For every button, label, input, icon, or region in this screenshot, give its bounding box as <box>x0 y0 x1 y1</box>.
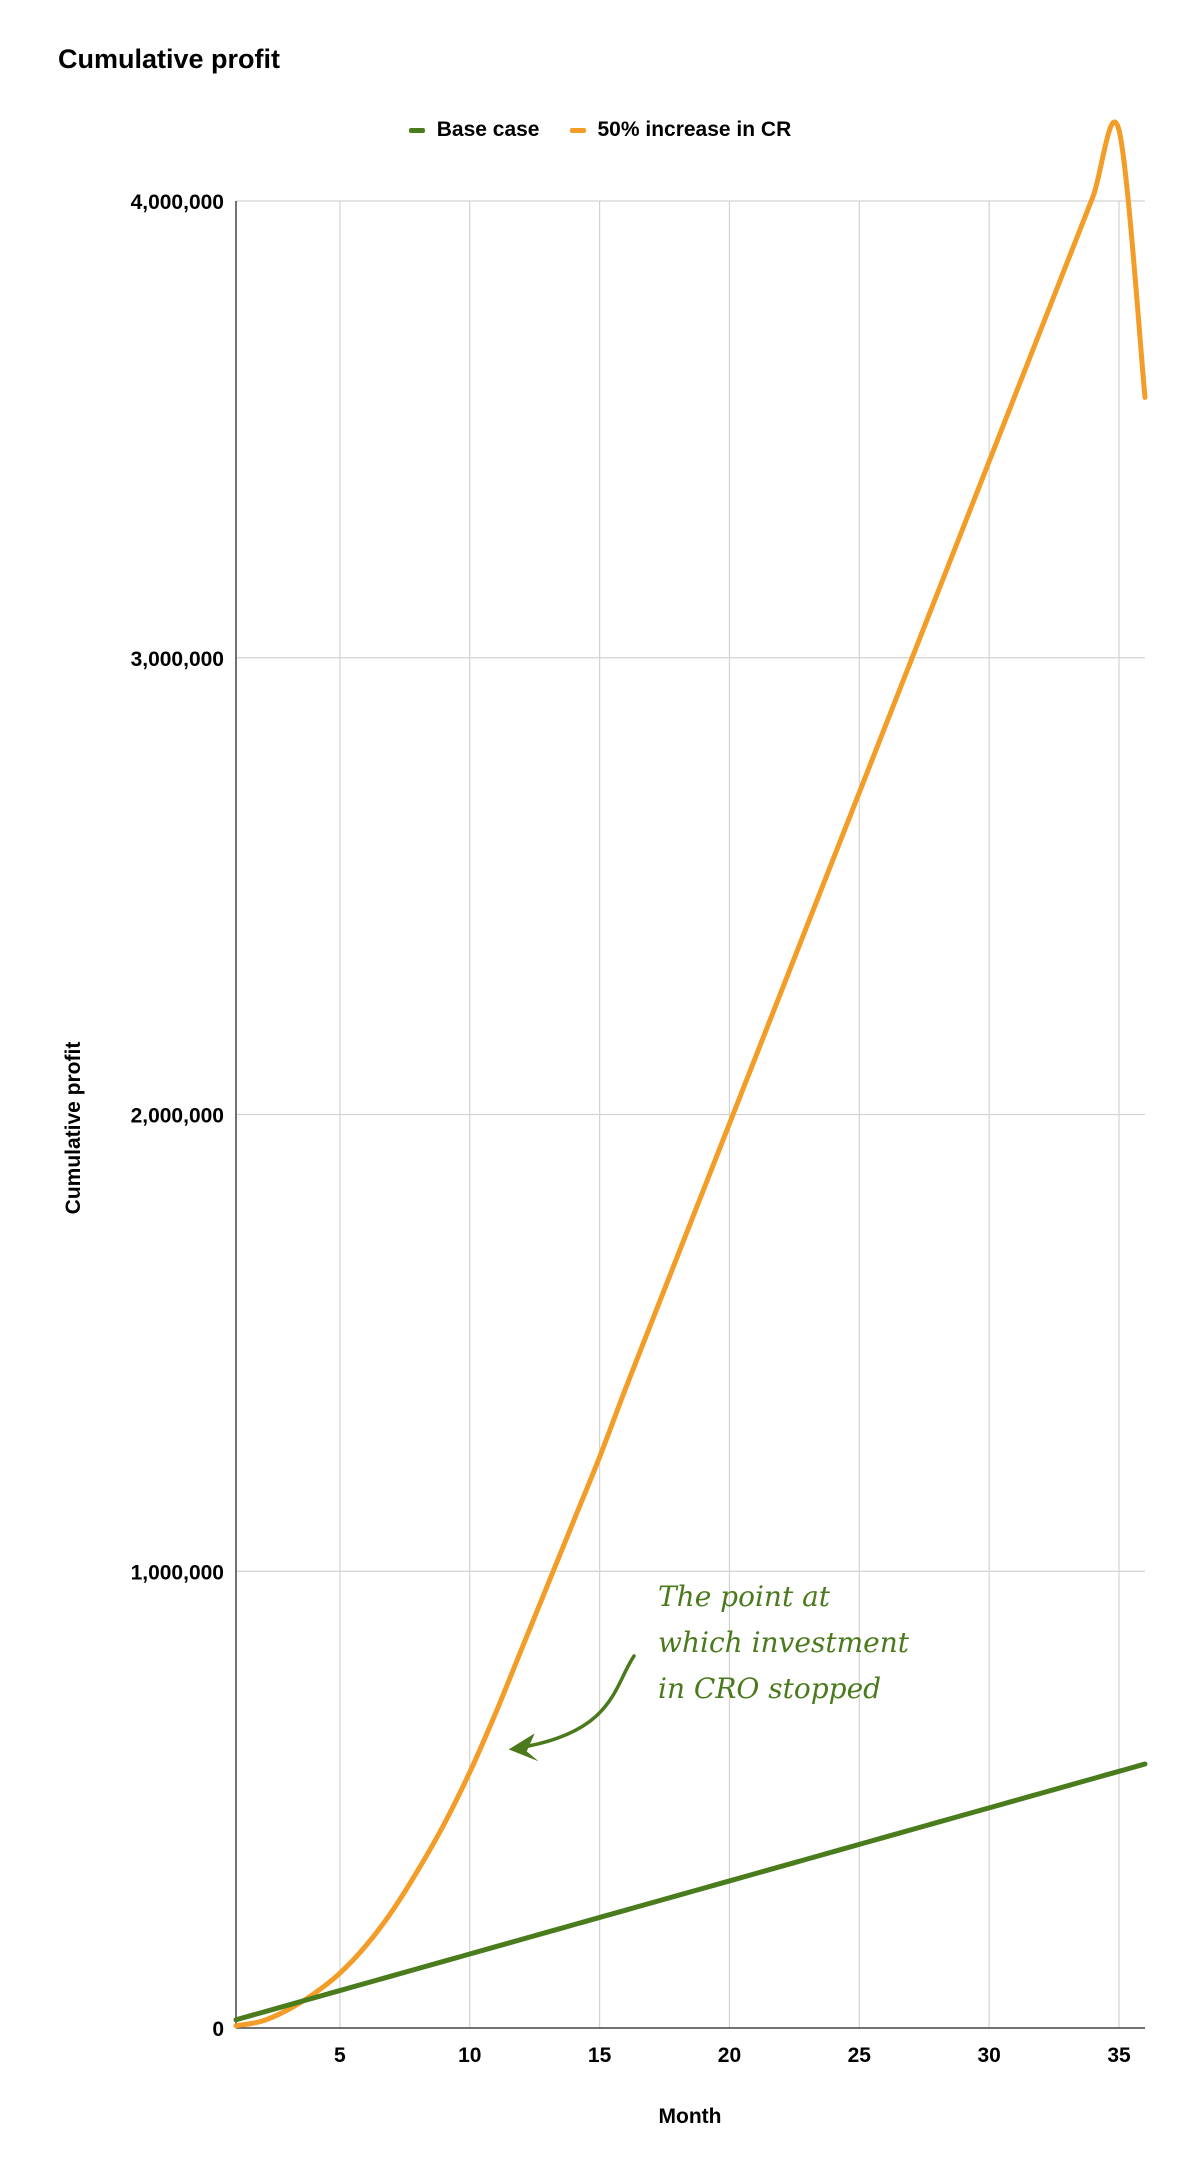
annotation-text-line: The point at <box>658 1580 831 1613</box>
grid-lines <box>236 200 1145 2028</box>
annotation-arrow <box>524 1654 636 1749</box>
legend: Base case 50% increase in CR <box>0 118 1200 142</box>
x-tick-label: 5 <box>334 2044 346 2067</box>
y-tick-label: 2,000,000 <box>131 1105 224 1128</box>
y-tick-label: 4,000,000 <box>131 191 224 214</box>
legend-swatch-base-case <box>408 127 425 133</box>
series-lines <box>233 119 1148 2029</box>
legend-label-cr-increase: 50% increase in CR <box>597 118 792 141</box>
y-tick-label: 0 <box>212 2018 224 2041</box>
x-axis-label: Month <box>659 2105 722 2128</box>
annotation-arrowhead <box>508 1733 539 1762</box>
x-tick-label: 30 <box>977 2044 1000 2067</box>
x-tick-label: 10 <box>458 2044 481 2067</box>
series-line-cr-increase <box>233 119 1148 2029</box>
axes <box>235 201 1145 2029</box>
x-tick-label: 35 <box>1107 2044 1131 2067</box>
annotation: The point at which investment in CRO stopp… <box>508 1580 910 1762</box>
legend-swatch-cr-increase <box>569 127 586 133</box>
annotation-text-line: which investment <box>658 1626 910 1659</box>
x-tick-label: 25 <box>848 2044 872 2067</box>
y-axis-label: Cumulative profit <box>62 1042 85 1215</box>
legend-item-base-case[interactable]: Base case <box>408 118 540 142</box>
chart-title: Cumulative profit <box>58 44 281 74</box>
y-tick-label: 3,000,000 <box>131 648 224 671</box>
x-tick-label: 20 <box>718 2044 741 2067</box>
legend-label-base-case: Base case <box>436 118 540 141</box>
x-tick-label: 15 <box>588 2044 612 2067</box>
annotation-text-line: in CRO stopped <box>658 1672 881 1705</box>
y-tick-label: 1,000,000 <box>131 1561 224 1584</box>
tick-labels: 0 1,000,000 2,000,000 3,000,000 4,000,000 5 10… <box>131 191 1131 2067</box>
series-line-base-case <box>233 1761 1148 2023</box>
legend-item-cr-increase[interactable]: 50% increase in CR <box>569 118 792 142</box>
